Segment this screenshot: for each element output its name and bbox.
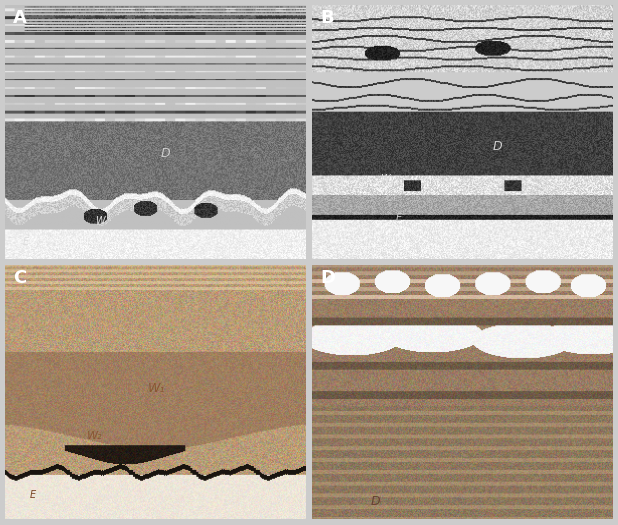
Text: A: A bbox=[13, 9, 27, 27]
Text: E: E bbox=[30, 490, 36, 500]
Text: C: C bbox=[13, 269, 26, 287]
Text: W₂: W₂ bbox=[87, 432, 103, 442]
Text: W₁: W₁ bbox=[148, 382, 165, 395]
Text: D: D bbox=[370, 495, 380, 508]
Text: D: D bbox=[320, 269, 335, 287]
Text: W: W bbox=[95, 216, 105, 226]
Text: E: E bbox=[23, 237, 29, 247]
Text: D: D bbox=[161, 147, 170, 160]
Text: CT: CT bbox=[386, 193, 398, 203]
Text: W: W bbox=[380, 174, 390, 184]
Text: E: E bbox=[396, 213, 402, 223]
Text: D: D bbox=[493, 140, 502, 153]
Text: B: B bbox=[320, 9, 334, 27]
